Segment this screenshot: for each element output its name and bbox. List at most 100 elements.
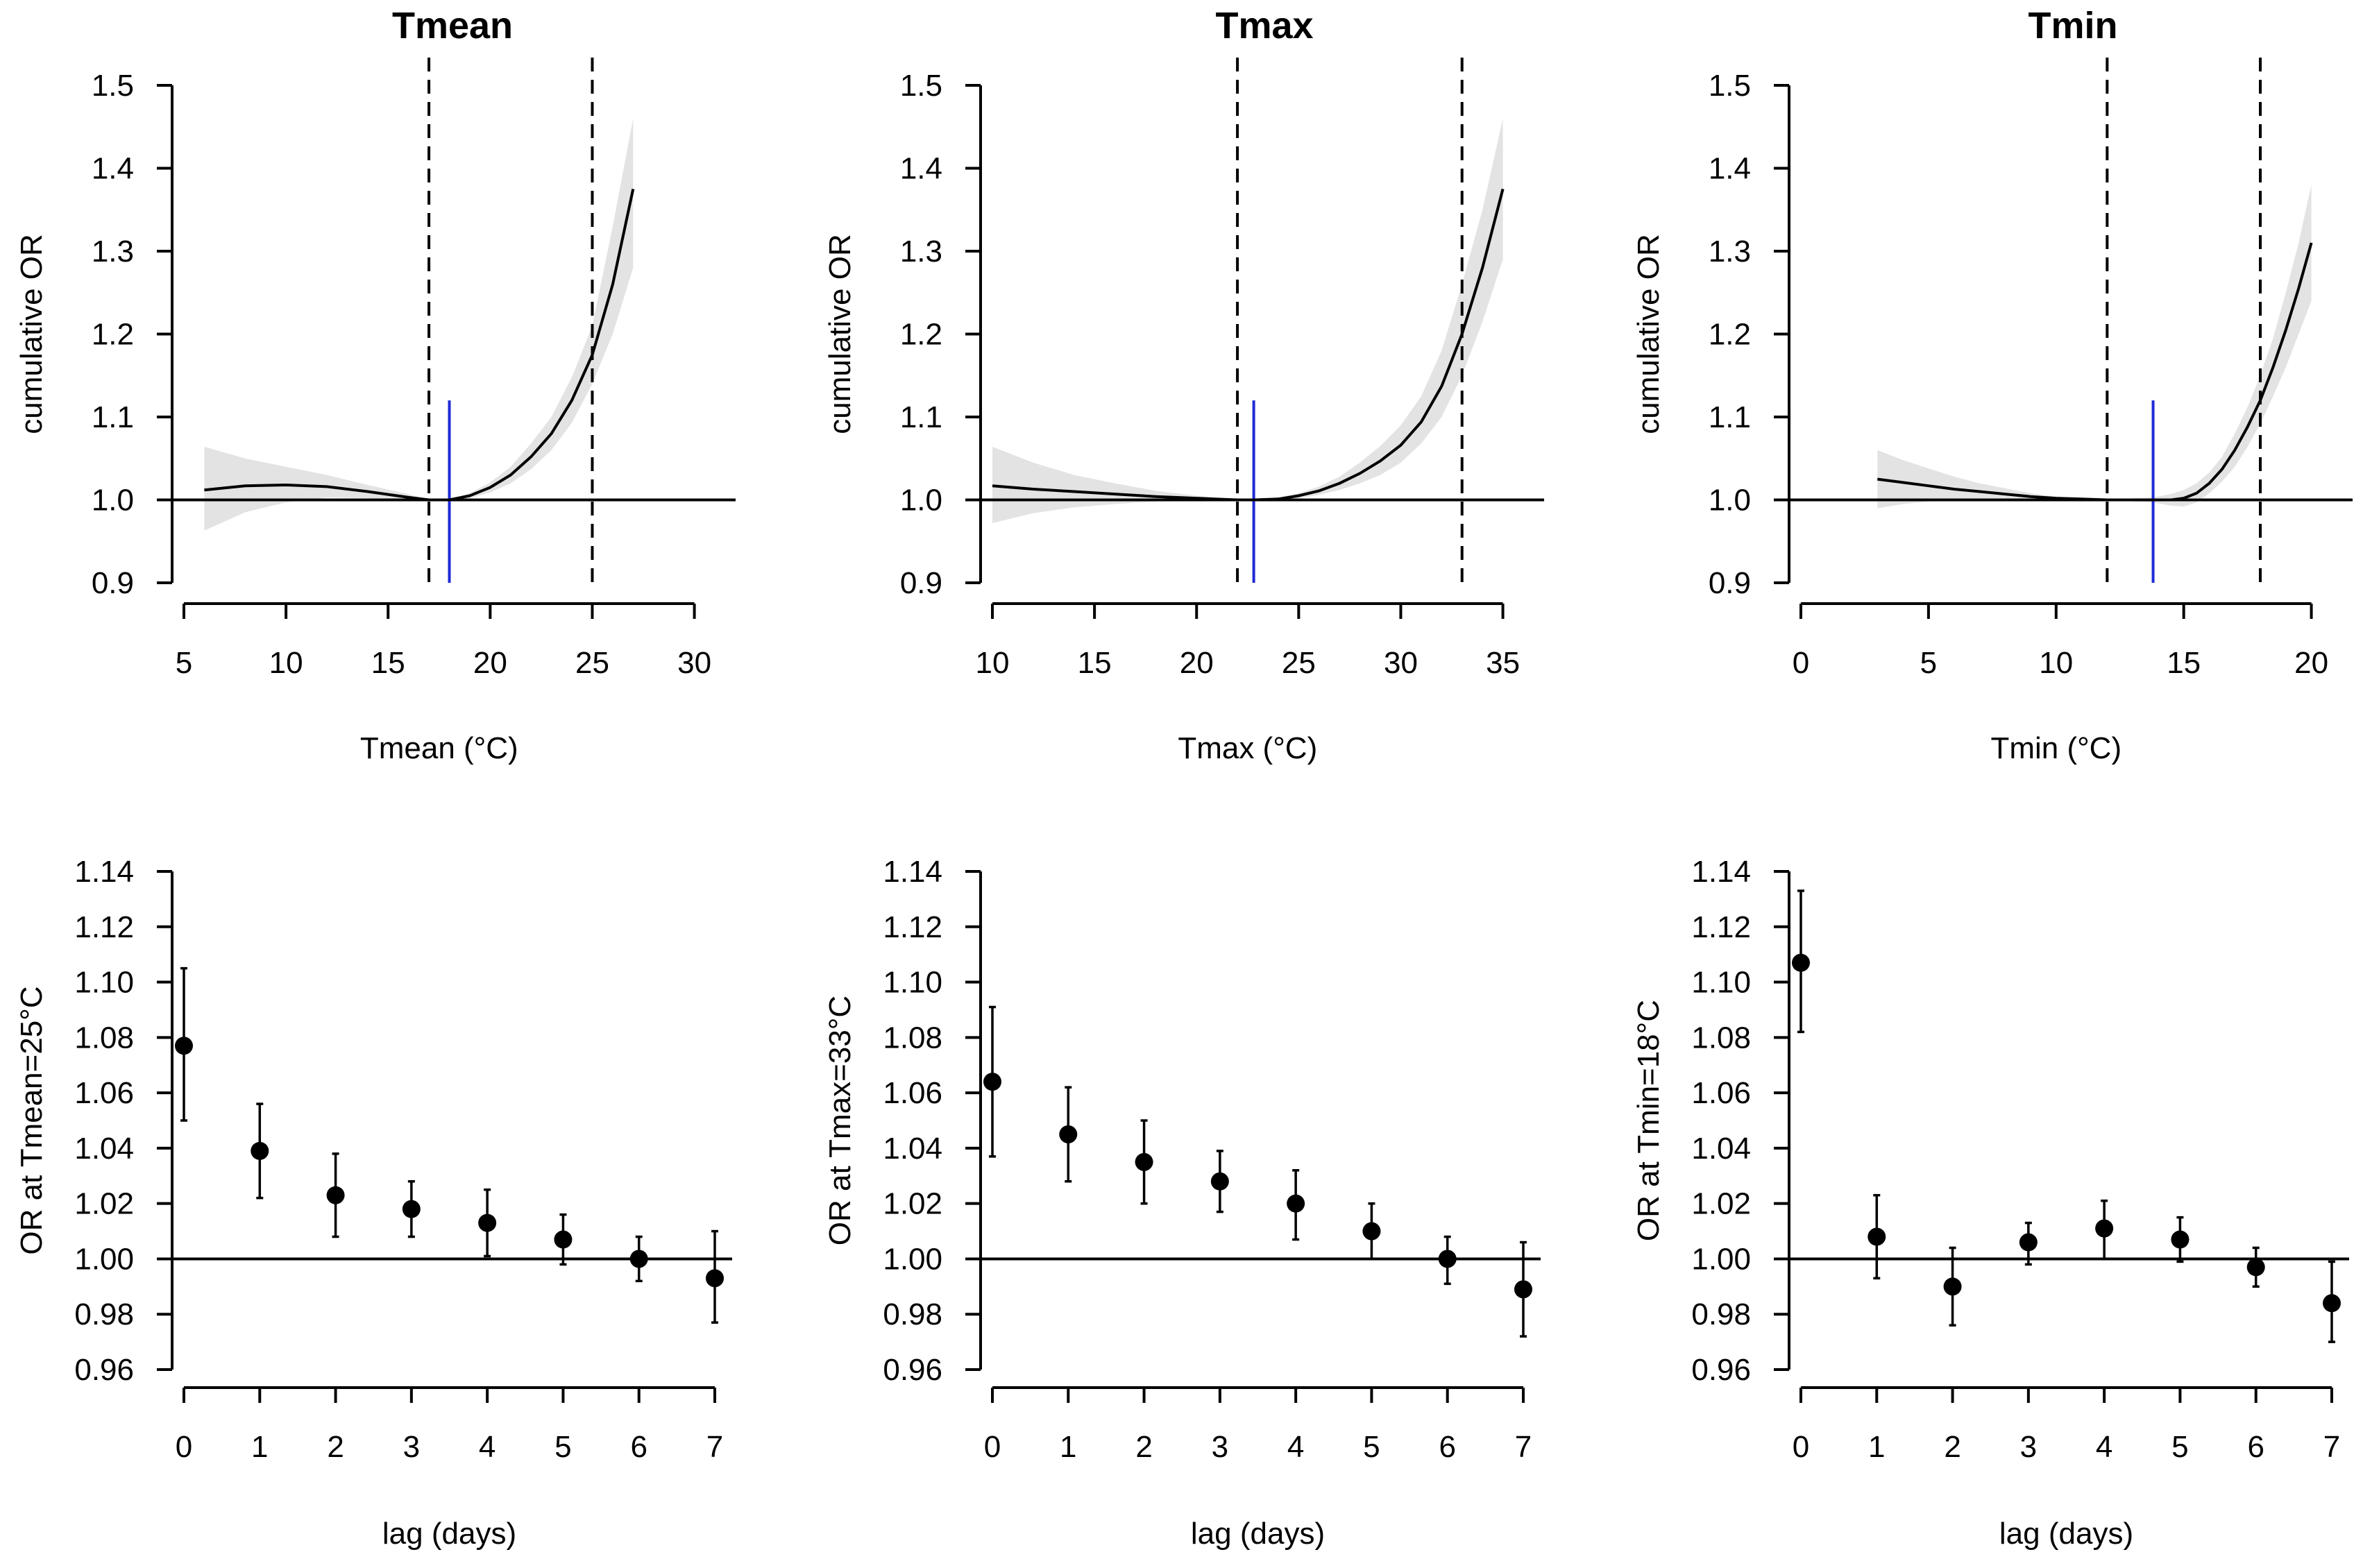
x-axis-title: lag (days) bbox=[1191, 1517, 1325, 1551]
x-tick-label: 6 bbox=[2247, 1430, 2264, 1464]
y-tick-label: 1.02 bbox=[883, 1187, 942, 1221]
x-tick-label: 10 bbox=[976, 646, 1010, 680]
data-point bbox=[1792, 953, 1810, 972]
data-point bbox=[1514, 1280, 1532, 1299]
panel-title: Tmin bbox=[2029, 5, 2118, 46]
x-tick-label: 4 bbox=[479, 1430, 496, 1464]
y-tick-label: 1.04 bbox=[883, 1132, 942, 1166]
y-tick-label: 1.1 bbox=[900, 400, 942, 434]
y-tick-label: 1.14 bbox=[883, 855, 942, 889]
y-tick-label: 1.02 bbox=[1691, 1187, 1751, 1221]
panel-tmean-cumulative: Tmean 0.9 1.0 1.1 1.2 1.3 1.4 1.5 5 10 15 20 25 30 Tme… bbox=[15, 5, 736, 765]
x-tick-label: 3 bbox=[1212, 1430, 1228, 1464]
x-tick-label: 2 bbox=[327, 1430, 344, 1464]
panel-tmax-lag: 0.96 0.98 1.00 1.02 1.04 1.06 1.08 1.10 1.12 1.14… bbox=[823, 855, 1541, 1551]
x-tick-label: 6 bbox=[630, 1430, 647, 1464]
x-tick-label: 0 bbox=[1793, 1430, 1809, 1464]
x-axis-title: lag (days) bbox=[1999, 1517, 2133, 1551]
x-tick-label: 5 bbox=[2171, 1430, 2188, 1464]
x-tick-label: 15 bbox=[371, 646, 405, 680]
x-tick-label: 20 bbox=[1180, 646, 1214, 680]
confidence-band bbox=[992, 118, 1503, 524]
y-tick-label: 1.12 bbox=[74, 910, 134, 944]
y-tick-label: 1.00 bbox=[74, 1242, 134, 1276]
x-axis-title: Tmin (°C) bbox=[1990, 731, 2121, 765]
y-tick-label: 1.08 bbox=[883, 1021, 942, 1055]
x-tick-label: 6 bbox=[1439, 1430, 1455, 1464]
x-tick-label: 15 bbox=[2167, 646, 2201, 680]
y-tick-label: 1.1 bbox=[1709, 400, 1751, 434]
y-tick-label: 1.0 bbox=[92, 484, 134, 518]
x-axis-title: Tmax (°C) bbox=[1178, 731, 1317, 765]
data-point bbox=[983, 1073, 1001, 1091]
y-tick-label: 0.96 bbox=[74, 1353, 134, 1387]
x-tick-label: 35 bbox=[1486, 646, 1520, 680]
y-tick-label: 1.12 bbox=[1691, 910, 1751, 944]
y-tick-label: 1.14 bbox=[1691, 855, 1751, 889]
y-tick-label: 1.5 bbox=[92, 69, 134, 103]
y-tick-label: 1.06 bbox=[1691, 1076, 1751, 1110]
y-axis-title: OR at Tmax=33°C bbox=[823, 996, 857, 1245]
data-point bbox=[706, 1269, 724, 1288]
y-tick-label: 1.06 bbox=[74, 1076, 134, 1110]
panel-tmin-lag: 0.96 0.98 1.00 1.02 1.04 1.06 1.08 1.10 1.12 1.14… bbox=[1632, 855, 2349, 1551]
y-tick-label: 1.5 bbox=[1709, 69, 1751, 103]
x-tick-label: 7 bbox=[1515, 1430, 1532, 1464]
panel-title: Tmax bbox=[1215, 5, 1313, 46]
y-axis-title: OR at Tmin=18°C bbox=[1632, 1000, 1666, 1241]
x-tick-label: 5 bbox=[1363, 1430, 1380, 1464]
x-tick-label: 20 bbox=[2294, 646, 2328, 680]
x-tick-label: 15 bbox=[1078, 646, 1112, 680]
y-tick-label: 0.98 bbox=[74, 1297, 134, 1331]
x-tick-label: 7 bbox=[706, 1430, 723, 1464]
x-tick-label: 7 bbox=[2323, 1430, 2340, 1464]
y-tick-label: 1.3 bbox=[92, 235, 134, 269]
confidence-band bbox=[1877, 185, 2312, 509]
x-tick-label: 25 bbox=[575, 646, 609, 680]
x-tick-label: 0 bbox=[984, 1430, 1001, 1464]
y-tick-label: 1.04 bbox=[74, 1132, 134, 1166]
data-point bbox=[2246, 1258, 2265, 1277]
data-point bbox=[251, 1141, 269, 1160]
y-tick-label: 0.9 bbox=[92, 566, 134, 600]
series-line bbox=[1877, 242, 2313, 502]
panel-tmax-cumulative: Tmax 0.9 1.0 1.1 1.2 1.3 1.4 1.5 10 15 20 25 30 35 Tma… bbox=[823, 5, 1544, 765]
y-tick-label: 0.96 bbox=[1691, 1353, 1751, 1387]
x-tick-label: 30 bbox=[1384, 646, 1418, 680]
data-point bbox=[554, 1230, 573, 1249]
y-tick-label: 1.5 bbox=[900, 69, 942, 103]
panel-tmean-lag: 0.96 0.98 1.00 1.02 1.04 1.06 1.08 1.10 1.12 1.14… bbox=[15, 855, 732, 1551]
x-axis-title: Tmean (°C) bbox=[360, 731, 518, 765]
data-point bbox=[2095, 1219, 2114, 1238]
y-tick-label: 1.0 bbox=[1709, 484, 1751, 518]
y-tick-label: 1.00 bbox=[1691, 1242, 1751, 1276]
x-tick-label: 2 bbox=[1944, 1430, 1960, 1464]
x-axis-title: lag (days) bbox=[382, 1517, 516, 1551]
x-tick-label: 3 bbox=[403, 1430, 420, 1464]
confidence-band bbox=[204, 118, 634, 531]
y-tick-label: 1.14 bbox=[74, 855, 134, 889]
data-point bbox=[1287, 1194, 1305, 1213]
y-tick-label: 1.2 bbox=[92, 318, 134, 352]
data-point bbox=[1943, 1277, 1962, 1296]
data-point bbox=[1362, 1222, 1381, 1241]
y-axis-title: cumulative OR bbox=[15, 234, 49, 434]
y-tick-label: 1.06 bbox=[883, 1076, 942, 1110]
y-tick-label: 1.3 bbox=[900, 235, 942, 269]
x-tick-label: 1 bbox=[1060, 1430, 1076, 1464]
y-tick-label: 1.08 bbox=[1691, 1021, 1751, 1055]
data-point bbox=[478, 1213, 497, 1232]
data-point bbox=[1438, 1250, 1457, 1268]
y-tick-label: 0.9 bbox=[1709, 566, 1751, 600]
y-tick-label: 1.4 bbox=[900, 152, 942, 186]
y-tick-label: 1.10 bbox=[74, 966, 134, 1000]
x-tick-label: 1 bbox=[251, 1430, 268, 1464]
y-axis-title: OR at Tmean=25°C bbox=[15, 986, 49, 1254]
series-line bbox=[204, 188, 635, 502]
x-tick-label: 10 bbox=[269, 646, 303, 680]
x-tick-label: 0 bbox=[1793, 646, 1809, 680]
x-tick-label: 4 bbox=[1287, 1430, 1304, 1464]
data-point bbox=[402, 1200, 421, 1218]
y-tick-label: 1.1 bbox=[92, 400, 134, 434]
